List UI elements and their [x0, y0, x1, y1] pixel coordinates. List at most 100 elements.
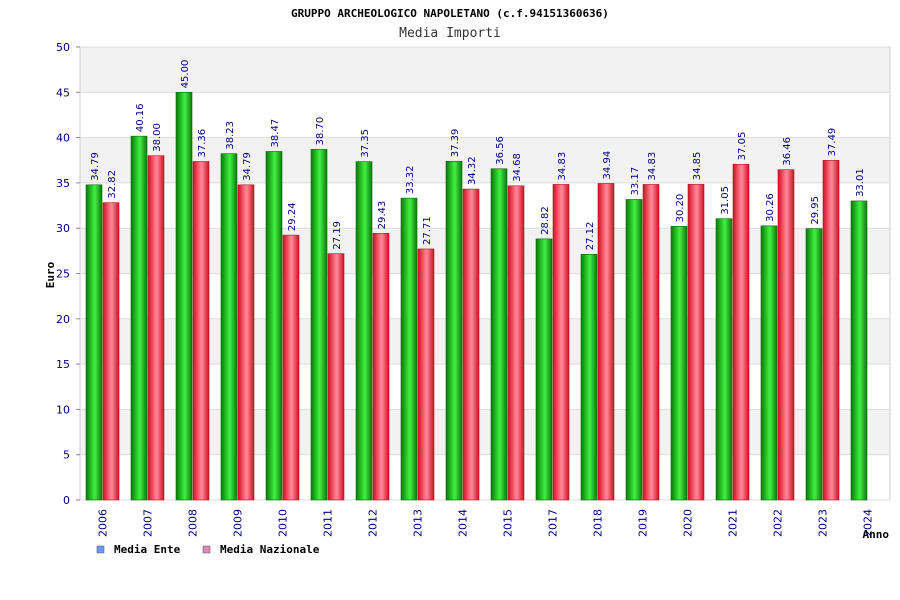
- x-tick-label: 2019: [637, 509, 650, 537]
- data-label-media-ente: 38.23: [225, 121, 236, 150]
- legend-swatch-media-nazionale: [202, 545, 211, 554]
- x-axis: 2006 2007 2008 2009 2010 2011 2012 2013 2014 2015…: [97, 509, 875, 537]
- bar-media-nazionale: [687, 183, 705, 501]
- bar-media-ente: [85, 184, 103, 501]
- y-axis: 0 5 10 15 20 25 30 35 40 45 50: [56, 41, 80, 507]
- y-tick-label: 20: [56, 313, 70, 326]
- data-label-media-ente: 27.12: [585, 222, 596, 251]
- data-label-media-ente: 30.26: [765, 193, 776, 222]
- bar-media-nazionale: [552, 184, 570, 501]
- x-tick-label: 2006: [97, 509, 110, 537]
- bar-media-ente: [310, 149, 328, 501]
- y-tick-label: 35: [56, 177, 70, 190]
- x-tick-label: 2011: [322, 509, 335, 537]
- data-label-media-ente: 40.16: [135, 104, 146, 133]
- x-tick-label: 2009: [232, 509, 245, 537]
- data-label-media-ente: 30.20: [675, 194, 686, 223]
- bar-media-nazionale: [192, 161, 210, 501]
- data-label-media-ente: 38.47: [270, 119, 281, 148]
- bar-media-nazionale: [597, 183, 615, 501]
- chart-title: GRUPPO ARCHEOLOGICO NAPOLETANO (c.f.9415…: [291, 7, 609, 20]
- x-tick-label: 2015: [502, 509, 515, 537]
- data-label-media-nazionale: 27.19: [332, 221, 343, 250]
- data-label-media-nazionale: 34.94: [602, 151, 613, 180]
- x-tick-label: 2008: [187, 509, 200, 537]
- legend-swatch-media-ente: [96, 545, 105, 554]
- data-label-media-nazionale: 34.83: [557, 152, 568, 181]
- bar-media-ente: [400, 197, 418, 501]
- data-label-media-nazionale: 34.79: [242, 152, 253, 181]
- chart-subtitle: Media Importi: [399, 26, 501, 41]
- data-label-media-nazionale: 34.83: [647, 152, 658, 181]
- y-tick-label: 45: [56, 86, 70, 99]
- bar-media-ente: [445, 160, 463, 501]
- bar-media-ente: [670, 226, 688, 501]
- data-label-media-nazionale: 37.36: [197, 129, 208, 158]
- x-tick-label: 2010: [277, 509, 290, 537]
- plot-band: [80, 137, 890, 183]
- y-tick-label: 25: [56, 268, 70, 281]
- bar-media-nazionale: [327, 253, 345, 501]
- x-tick-label: 2012: [367, 509, 380, 537]
- bar-media-nazionale: [507, 185, 525, 501]
- y-tick-label: 5: [63, 449, 70, 462]
- y-tick-label: 40: [56, 132, 70, 145]
- bar-media-nazionale: [372, 233, 390, 501]
- x-tick-label: 2021: [727, 509, 740, 537]
- bar-media-ente: [805, 228, 823, 501]
- y-tick-label: 0: [63, 494, 70, 507]
- plot-band: [80, 92, 890, 138]
- data-label-media-ente: 31.05: [720, 186, 731, 215]
- bar-media-nazionale: [237, 184, 255, 501]
- gridlines: [80, 46, 890, 501]
- x-tick-label: 2014: [457, 509, 470, 537]
- bars: [85, 92, 868, 501]
- data-label-media-ente: 33.01: [855, 168, 866, 197]
- plot-band: [80, 318, 890, 365]
- bar-media-ente: [625, 199, 643, 501]
- plot-band: [80, 364, 890, 410]
- data-label-media-ente: 29.95: [810, 196, 821, 225]
- plot-band: [80, 454, 890, 500]
- bar-media-ente: [490, 168, 508, 501]
- data-label-media-nazionale: 34.68: [512, 153, 523, 182]
- legend: Media Ente Media Nazionale: [96, 543, 320, 556]
- bar-media-ente: [760, 225, 778, 501]
- data-label-media-nazionale: 36.46: [782, 137, 793, 166]
- data-label-media-ente: 37.35: [360, 129, 371, 158]
- bar-media-nazionale: [822, 160, 840, 501]
- data-label-media-nazionale: 34.32: [467, 156, 478, 185]
- plot-band: [80, 228, 890, 274]
- data-label-media-nazionale: 38.00: [152, 123, 163, 152]
- plot-band: [80, 409, 890, 455]
- plot-band: [80, 182, 890, 229]
- x-tick-label: 2013: [412, 509, 425, 537]
- bar-media-nazionale: [147, 155, 165, 501]
- x-tick-label: 2007: [142, 509, 155, 537]
- x-tick-label: 2020: [682, 509, 695, 537]
- y-tick-label: 15: [56, 358, 70, 371]
- y-tick-label: 50: [56, 41, 70, 54]
- plot-band: [80, 273, 890, 319]
- legend-label-media-nazionale: Media Nazionale: [220, 543, 320, 556]
- data-label-media-ente: 28.82: [540, 206, 551, 235]
- x-tick-label: 2022: [772, 509, 785, 537]
- bar-media-ente: [355, 161, 373, 501]
- data-labels: 34.79 32.82 40.16 38.00 45.00 37.36 38.23 34.79…: [90, 60, 866, 251]
- bar-media-nazionale: [417, 248, 435, 501]
- data-label-media-nazionale: 29.24: [287, 202, 298, 231]
- data-label-media-ente: 38.70: [315, 117, 326, 146]
- y-tick-label: 30: [56, 222, 70, 235]
- bar-media-ente: [265, 151, 283, 501]
- bar-media-nazionale: [102, 202, 120, 501]
- data-label-media-nazionale: 37.49: [827, 128, 838, 157]
- bar-media-nazionale: [777, 169, 795, 501]
- data-label-media-nazionale: 32.82: [107, 170, 118, 199]
- data-label-media-ente: 37.39: [450, 129, 461, 158]
- x-tick-label: 2024: [862, 509, 875, 537]
- bar-media-ente: [130, 135, 148, 501]
- data-label-media-ente: 36.56: [495, 136, 506, 165]
- bar-media-ente: [535, 238, 553, 501]
- data-label-media-nazionale: 34.85: [692, 152, 703, 181]
